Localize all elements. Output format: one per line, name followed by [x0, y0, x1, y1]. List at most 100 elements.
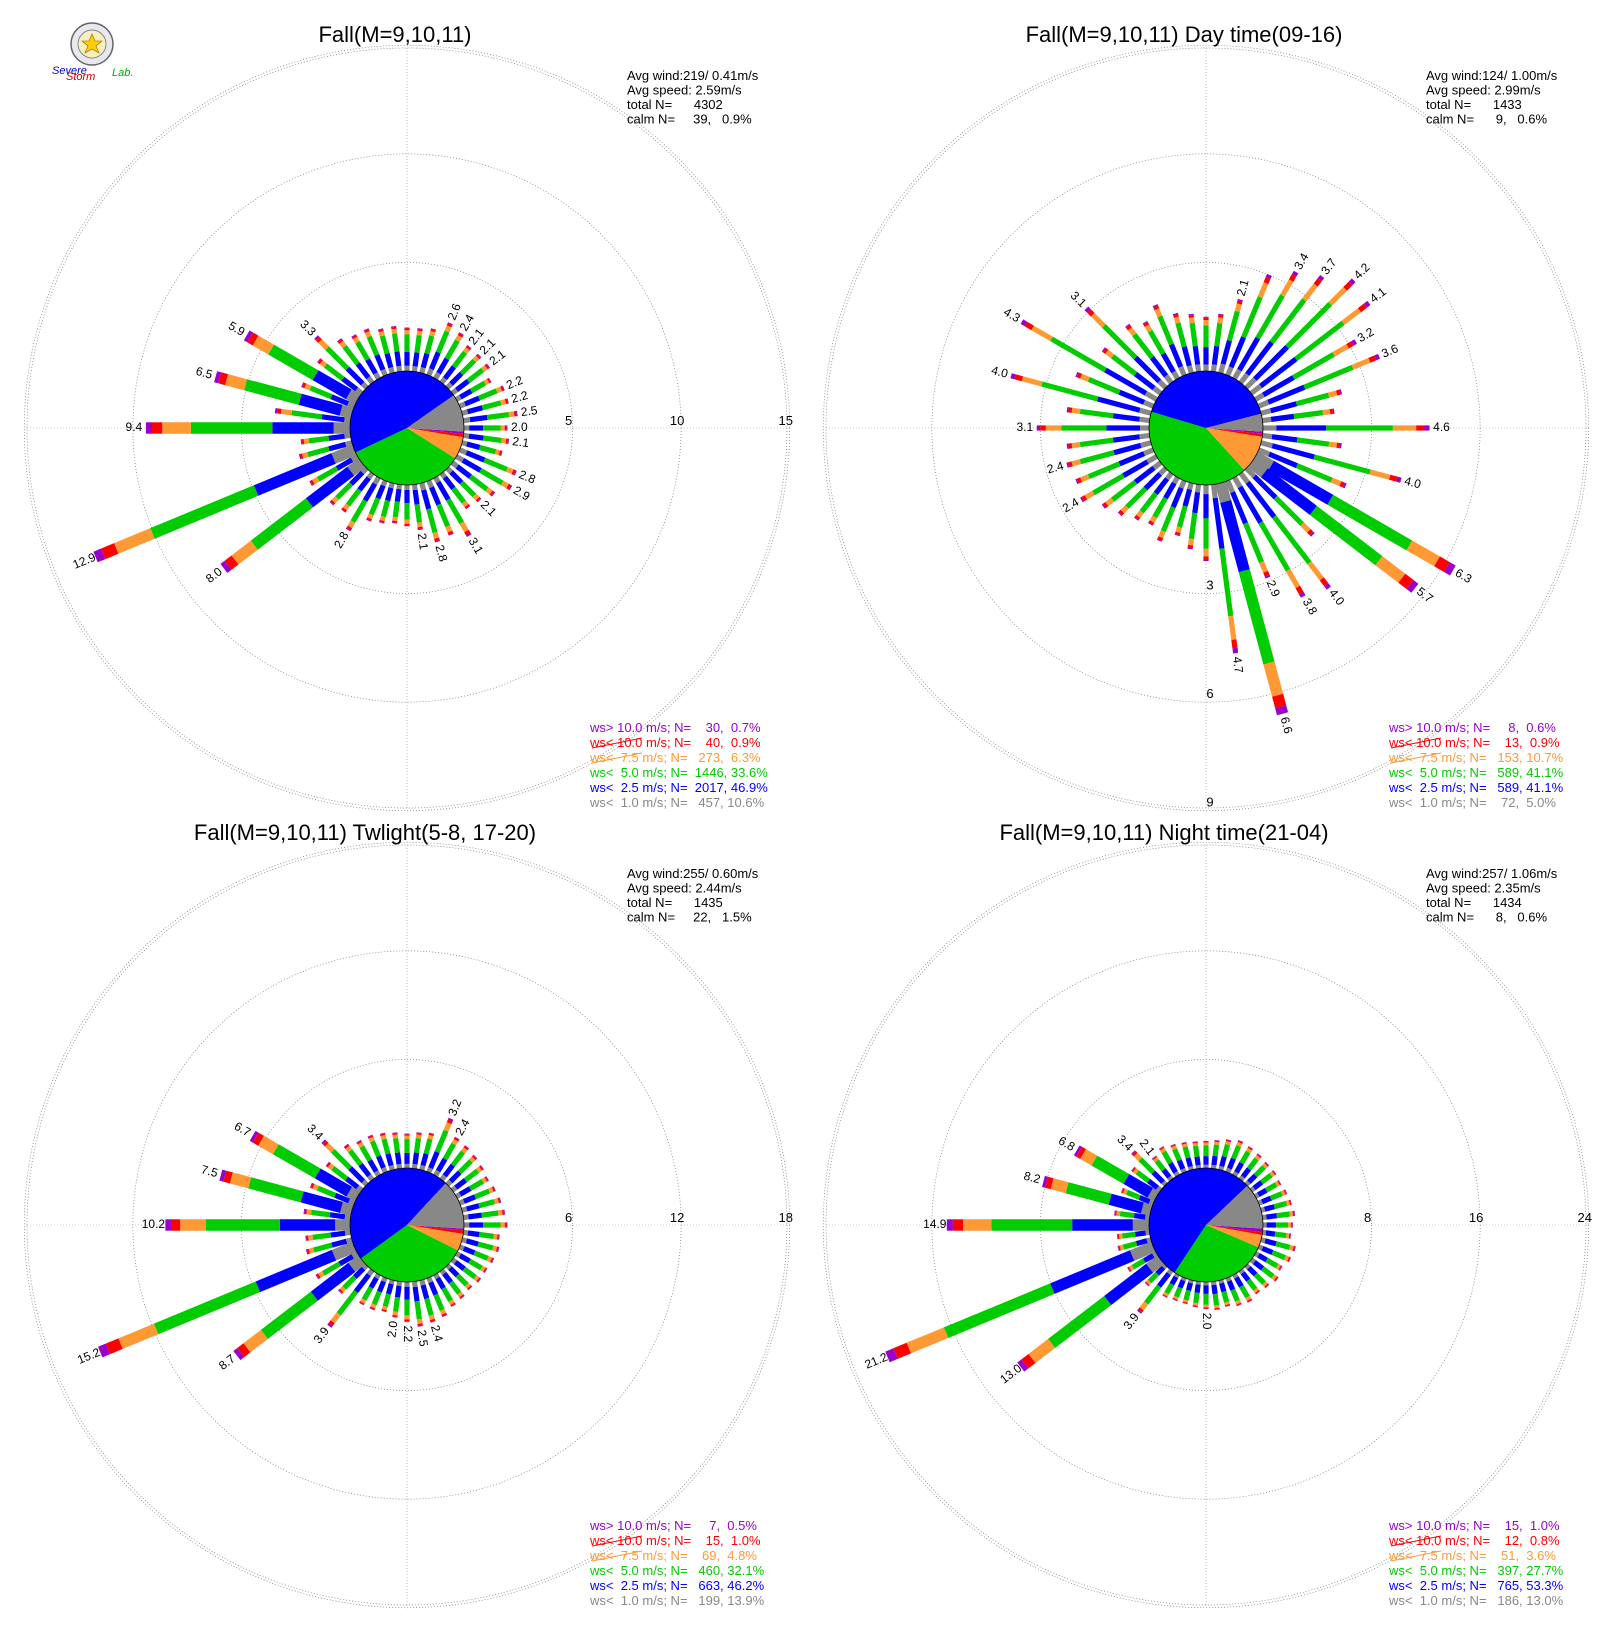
bar-value-label: 3.2 — [445, 1097, 464, 1118]
info-avg-speed: Avg speed: 2.35m/s — [1426, 881, 1541, 896]
rose-bar-segment — [1237, 1140, 1243, 1144]
rose-bar-segment — [1203, 316, 1209, 318]
rose-bar-segment — [1339, 481, 1345, 488]
rose-bar-segment — [1173, 1171, 1180, 1177]
rose-bar-segment — [504, 425, 507, 431]
rose-bar-segment — [315, 336, 322, 343]
rose-bar-segment — [379, 521, 385, 524]
rose-bar-segment — [468, 474, 489, 492]
rose-bar-segment — [190, 422, 273, 434]
rose-bar-segment — [513, 411, 517, 417]
bar-value-label: 3.1 — [1068, 288, 1090, 310]
rose-bar-segment — [1221, 1290, 1230, 1303]
center-pie-slice — [350, 371, 454, 453]
rose-bar-segment — [1424, 425, 1430, 431]
panel-title: Fall(M=9,10,11) Night time(21-04) — [999, 820, 1328, 845]
rose-bar-segment — [1273, 1200, 1288, 1210]
bar-value-label: 2.1 — [478, 498, 500, 520]
rose-bar-segment — [337, 338, 342, 343]
rose-bar-segment — [1158, 530, 1166, 539]
rose-bar-segment — [1214, 1141, 1220, 1146]
rose-bar-segment — [404, 1134, 410, 1136]
rose-bar-segment — [331, 1166, 349, 1181]
rose-bar-segment — [1028, 1338, 1056, 1363]
bar-value-label: 2.1 — [512, 434, 531, 450]
rose-bar-segment — [316, 466, 339, 482]
rose-bar-segment — [1272, 693, 1287, 709]
rose-bar-segment — [1072, 1219, 1133, 1231]
rose-bar — [1254, 339, 1357, 402]
rose-bar — [98, 1241, 357, 1358]
rose-bar-segment — [465, 505, 471, 510]
rose-bar-segment — [460, 1147, 468, 1154]
rose-bar-segment — [943, 1283, 1055, 1338]
rose-bar-segment — [1154, 1159, 1166, 1172]
rose-bar-segment — [469, 414, 488, 423]
rose-bar-segment — [1192, 1302, 1199, 1306]
rose-bar-segment — [473, 1275, 480, 1282]
rose-bar-segment — [1180, 1168, 1187, 1174]
rose-bar-segment — [377, 328, 384, 331]
rose-bar-segment — [367, 1159, 379, 1173]
wind-rose-panel-4: 8 16 242.03.913.021.214.98.26.8 3.4 2.1Fall(… — [822, 820, 1592, 1609]
rose-bar-segment — [363, 328, 369, 332]
rose-bar-segment — [326, 1162, 331, 1168]
rose-bar-segment — [1268, 451, 1298, 469]
ring-label: 8 — [1364, 1210, 1371, 1225]
rose-bar — [455, 454, 513, 491]
rose-bar-segment — [1237, 485, 1263, 524]
rose-bar-segment — [335, 457, 354, 471]
rose-bar — [1238, 275, 1325, 385]
rose-bar-segment — [1203, 518, 1209, 549]
rose-bar-segment — [1066, 462, 1070, 468]
rose-bar-segment — [386, 1283, 394, 1295]
rose-bar-segment — [1116, 1210, 1121, 1217]
rose-bar-segment — [1261, 1195, 1272, 1205]
rose-bar-segment — [342, 345, 360, 366]
rose-bar-segment — [1189, 322, 1198, 347]
rose-bar-segment — [1392, 425, 1417, 431]
rose-bar-segment — [350, 454, 359, 462]
rose-bar-segment — [1234, 303, 1242, 312]
rose-bar-segment — [1326, 425, 1393, 431]
rose-bar-segment — [1341, 308, 1362, 325]
rose-bar-segment — [1277, 1180, 1281, 1186]
legend-entry: ws< 1.0 m/s; N= 72, 5.0% — [1388, 795, 1556, 810]
rose-bar — [1244, 1161, 1270, 1187]
ring-label: 10 — [670, 413, 684, 428]
rose-bar-segment — [344, 432, 351, 439]
rose-bar-segment — [1224, 1304, 1231, 1307]
bar-value-label: 9.4 — [126, 420, 143, 434]
rose-bar-segment — [464, 529, 471, 536]
rose-bar-segment — [1131, 1166, 1135, 1172]
rose-bar-segment — [483, 457, 508, 472]
rose-bar-segment — [312, 370, 352, 400]
bar-value-label: 2.4 — [428, 1324, 446, 1344]
rose-bar-segment — [446, 1119, 453, 1125]
bar-value-label: 2.9 — [1264, 578, 1283, 599]
rose-bar-segment — [420, 1284, 430, 1300]
rose-bar-segment — [1149, 355, 1169, 378]
rose-bar-segment — [1224, 1301, 1230, 1306]
rose-bar-segment — [1227, 1157, 1236, 1170]
rose-bar-segment — [1239, 1150, 1251, 1165]
rose-bar-segment — [444, 325, 452, 333]
rose-bar-segment — [1276, 425, 1327, 431]
rose-bar-segment — [459, 521, 469, 533]
rose-bar-segment — [396, 1163, 403, 1169]
rose-bar-segment — [367, 513, 374, 520]
bar-value-label: 2.1 — [1137, 1136, 1158, 1158]
rose-bar-segment — [249, 1130, 259, 1143]
rose-bar-segment — [1146, 1178, 1159, 1190]
rose-bar-segment — [1079, 437, 1114, 448]
rose-bar-segment — [484, 1268, 488, 1273]
rose-bar-segment — [1214, 1308, 1220, 1311]
bar-value-label: 2.8 — [331, 529, 352, 551]
rose-bar-segment — [1252, 474, 1278, 500]
rose-bar-segment — [1195, 1164, 1202, 1169]
rose-bar-segment — [396, 365, 403, 372]
rose-bar-segment — [396, 1281, 403, 1287]
rose-bar-segment — [501, 385, 505, 391]
rose-bar-segment — [1187, 547, 1193, 550]
rose-bar-segment — [1192, 1142, 1199, 1147]
